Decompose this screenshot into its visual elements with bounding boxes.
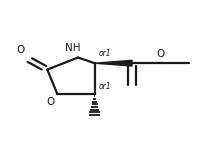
Text: NH: NH xyxy=(65,43,80,53)
Polygon shape xyxy=(95,60,132,66)
Text: O: O xyxy=(17,45,25,55)
Text: or1: or1 xyxy=(99,82,112,91)
Text: or1: or1 xyxy=(99,49,112,59)
Text: O: O xyxy=(156,49,165,59)
Text: O: O xyxy=(46,97,55,107)
